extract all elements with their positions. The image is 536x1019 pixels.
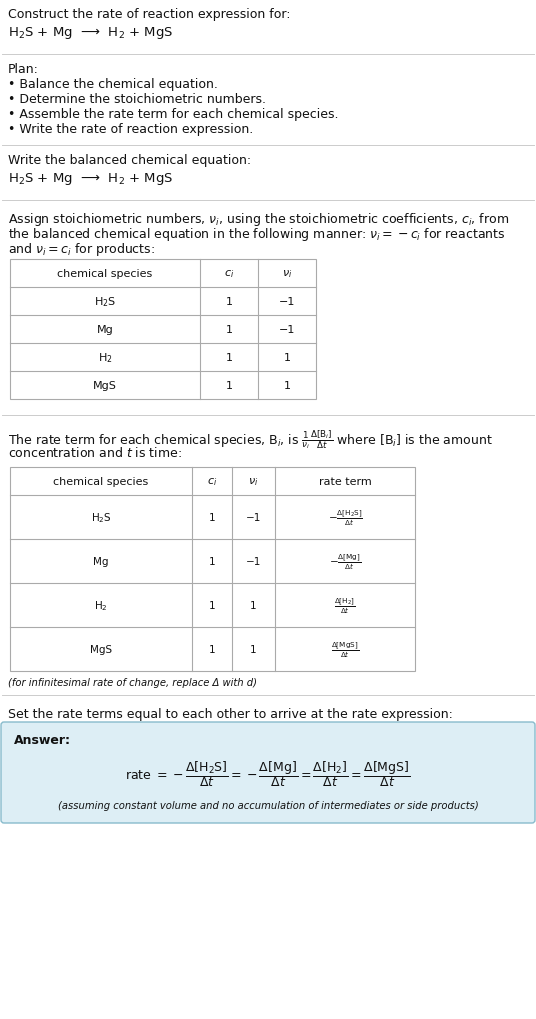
Text: the balanced chemical equation in the following manner: $\nu_i = -c_i$ for react: the balanced chemical equation in the fo… xyxy=(8,226,505,243)
Text: Set the rate terms equal to each other to arrive at the rate expression:: Set the rate terms equal to each other t… xyxy=(8,707,453,720)
Text: H$_2$: H$_2$ xyxy=(98,351,113,365)
Text: chemical species: chemical species xyxy=(57,269,153,279)
Text: • Write the rate of reaction expression.: • Write the rate of reaction expression. xyxy=(8,123,253,136)
Text: H$_2$S: H$_2$S xyxy=(94,294,116,309)
Text: $c_i$: $c_i$ xyxy=(207,476,217,487)
Text: 1: 1 xyxy=(284,353,291,363)
Text: Mg: Mg xyxy=(96,325,114,334)
Text: Construct the rate of reaction expression for:: Construct the rate of reaction expressio… xyxy=(8,8,291,21)
Text: 1: 1 xyxy=(226,381,233,390)
Text: −1: −1 xyxy=(246,556,261,567)
Text: $-\frac{\Delta[\mathrm{H_2S}]}{\Delta t}$: $-\frac{\Delta[\mathrm{H_2S}]}{\Delta t}… xyxy=(327,507,362,528)
Text: MgS: MgS xyxy=(90,644,112,654)
Text: concentration and $t$ is time:: concentration and $t$ is time: xyxy=(8,445,182,460)
Text: 1: 1 xyxy=(209,513,215,523)
Text: • Assemble the rate term for each chemical species.: • Assemble the rate term for each chemic… xyxy=(8,108,339,121)
Text: rate term: rate term xyxy=(318,477,371,486)
Text: $-\frac{\Delta[\mathrm{Mg}]}{\Delta t}$: $-\frac{\Delta[\mathrm{Mg}]}{\Delta t}$ xyxy=(329,551,361,572)
Text: 1: 1 xyxy=(209,556,215,567)
Text: $\nu_i$: $\nu_i$ xyxy=(248,476,259,487)
Text: H$_2$S + Mg  ⟶  H$_2$ + MgS: H$_2$S + Mg ⟶ H$_2$ + MgS xyxy=(8,25,173,41)
Text: The rate term for each chemical species, B$_i$, is $\frac{1}{\nu_i}\frac{\Delta[: The rate term for each chemical species,… xyxy=(8,428,493,450)
Text: Write the balanced chemical equation:: Write the balanced chemical equation: xyxy=(8,154,251,167)
Text: H$_2$S: H$_2$S xyxy=(91,511,111,525)
Bar xyxy=(10,260,316,399)
Text: 1: 1 xyxy=(209,600,215,610)
Text: Mg: Mg xyxy=(93,556,109,567)
Text: Assign stoichiometric numbers, $\nu_i$, using the stoichiometric coefficients, $: Assign stoichiometric numbers, $\nu_i$, … xyxy=(8,211,509,228)
Text: −1: −1 xyxy=(279,297,295,307)
Text: 1: 1 xyxy=(226,325,233,334)
Text: 1: 1 xyxy=(284,381,291,390)
Text: MgS: MgS xyxy=(93,381,117,390)
Text: • Determine the stoichiometric numbers.: • Determine the stoichiometric numbers. xyxy=(8,93,266,106)
Text: H$_2$: H$_2$ xyxy=(94,598,108,612)
Text: • Balance the chemical equation.: • Balance the chemical equation. xyxy=(8,77,218,91)
Text: $c_i$: $c_i$ xyxy=(224,268,234,279)
FancyBboxPatch shape xyxy=(1,722,535,823)
Text: $\frac{\Delta[\mathrm{MgS}]}{\Delta t}$: $\frac{\Delta[\mathrm{MgS}]}{\Delta t}$ xyxy=(331,640,359,659)
Text: chemical species: chemical species xyxy=(54,477,148,486)
Text: Plan:: Plan: xyxy=(8,63,39,76)
Text: 1: 1 xyxy=(250,644,257,654)
Text: 1: 1 xyxy=(226,353,233,363)
Text: H$_2$S + Mg  ⟶  H$_2$ + MgS: H$_2$S + Mg ⟶ H$_2$ + MgS xyxy=(8,171,173,186)
Text: Answer:: Answer: xyxy=(14,734,71,746)
Text: 1: 1 xyxy=(250,600,257,610)
Text: 1: 1 xyxy=(226,297,233,307)
Text: $\nu_i$: $\nu_i$ xyxy=(282,268,292,279)
Text: (assuming constant volume and no accumulation of intermediates or side products): (assuming constant volume and no accumul… xyxy=(58,800,478,810)
Text: (for infinitesimal rate of change, replace Δ with d): (for infinitesimal rate of change, repla… xyxy=(8,678,257,688)
Text: −1: −1 xyxy=(279,325,295,334)
Text: 1: 1 xyxy=(209,644,215,654)
Text: rate $= -\dfrac{\Delta[\mathrm{H_2S}]}{\Delta t} = -\dfrac{\Delta[\mathrm{Mg}]}{: rate $= -\dfrac{\Delta[\mathrm{H_2S}]}{\… xyxy=(125,758,411,788)
Bar xyxy=(10,468,415,672)
Text: $\frac{\Delta[\mathrm{H_2}]}{\Delta t}$: $\frac{\Delta[\mathrm{H_2}]}{\Delta t}$ xyxy=(334,595,356,615)
Text: and $\nu_i = c_i$ for products:: and $\nu_i = c_i$ for products: xyxy=(8,240,155,258)
Text: −1: −1 xyxy=(246,513,261,523)
